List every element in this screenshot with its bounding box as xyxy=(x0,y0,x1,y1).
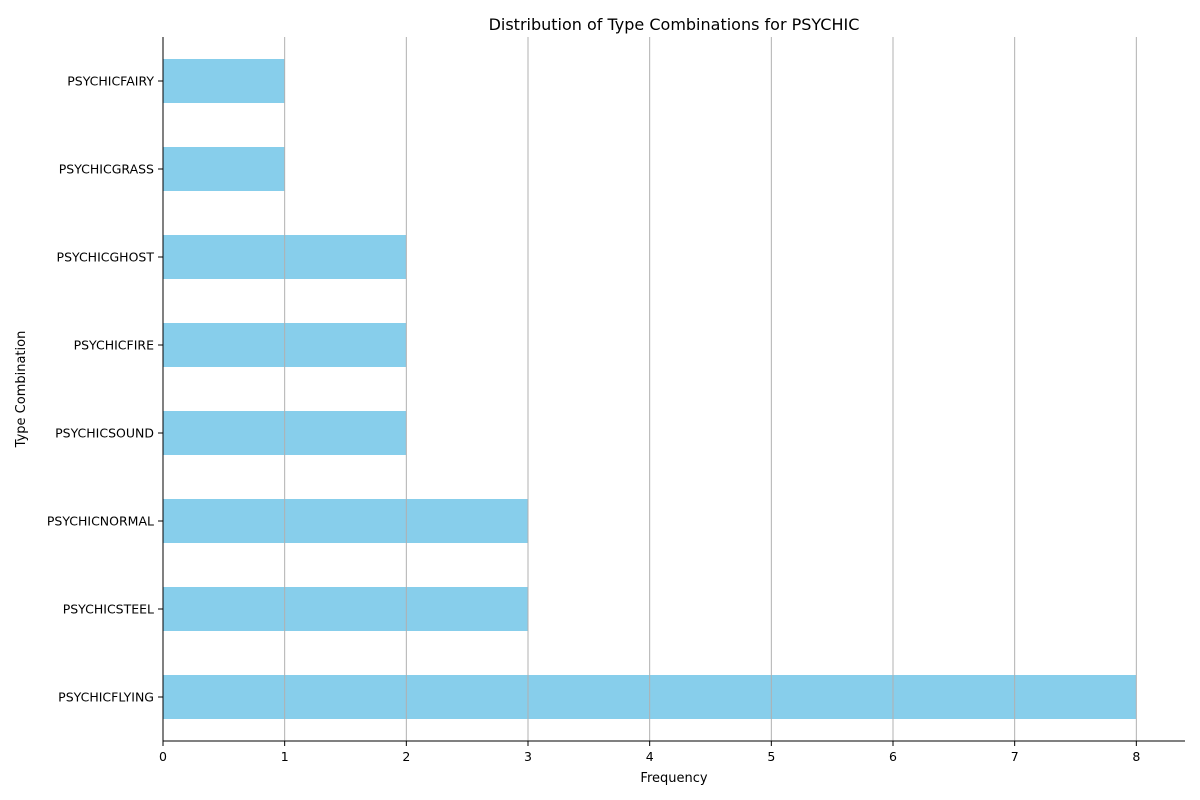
y-tick-label-psychicgrass: PSYCHICGRASS xyxy=(59,162,154,177)
y-tick-label-psychicghost: PSYCHICGHOST xyxy=(57,250,155,265)
y-tick-label-psychicsteel: PSYCHICSTEEL xyxy=(63,602,154,617)
y-tick-label-psychicnormal: PSYCHICNORMAL xyxy=(47,514,154,529)
x-tick-label-3: 3 xyxy=(524,749,532,764)
bar-psychicsteel xyxy=(163,587,528,631)
y-tick-label-psychicfairy: PSYCHICFAIRY xyxy=(67,74,154,89)
x-tick-label-4: 4 xyxy=(646,749,654,764)
y-tick-label-psychicfire: PSYCHICFIRE xyxy=(74,338,155,353)
x-tick-label-8: 8 xyxy=(1132,749,1140,764)
y-tick-label-psychicflying: PSYCHICFLYING xyxy=(58,690,154,705)
x-axis-label: Frequency xyxy=(640,771,707,786)
plot-area: 0 1 2 3 4 5 6 7 8 PSYCHICFLYING PSYCHICSTEEL PSYCHI… xyxy=(47,37,1185,764)
x-tick-label-5: 5 xyxy=(767,749,775,764)
y-axis-label: Type Combination xyxy=(14,331,29,449)
x-tick-label-1: 1 xyxy=(281,749,289,764)
bar-psychicgrass xyxy=(163,147,285,191)
bar-psychicfairy xyxy=(163,59,285,103)
x-tick-label-7: 7 xyxy=(1011,749,1019,764)
bar-psychicnormal xyxy=(163,499,528,543)
x-tick-label-2: 2 xyxy=(402,749,410,764)
chart-title: Distribution of Type Combinations for PS… xyxy=(489,15,860,34)
y-tick-label-psychicsound: PSYCHICSOUND xyxy=(55,426,154,441)
x-tick-label-6: 6 xyxy=(889,749,897,764)
x-tick-label-0: 0 xyxy=(159,749,167,764)
